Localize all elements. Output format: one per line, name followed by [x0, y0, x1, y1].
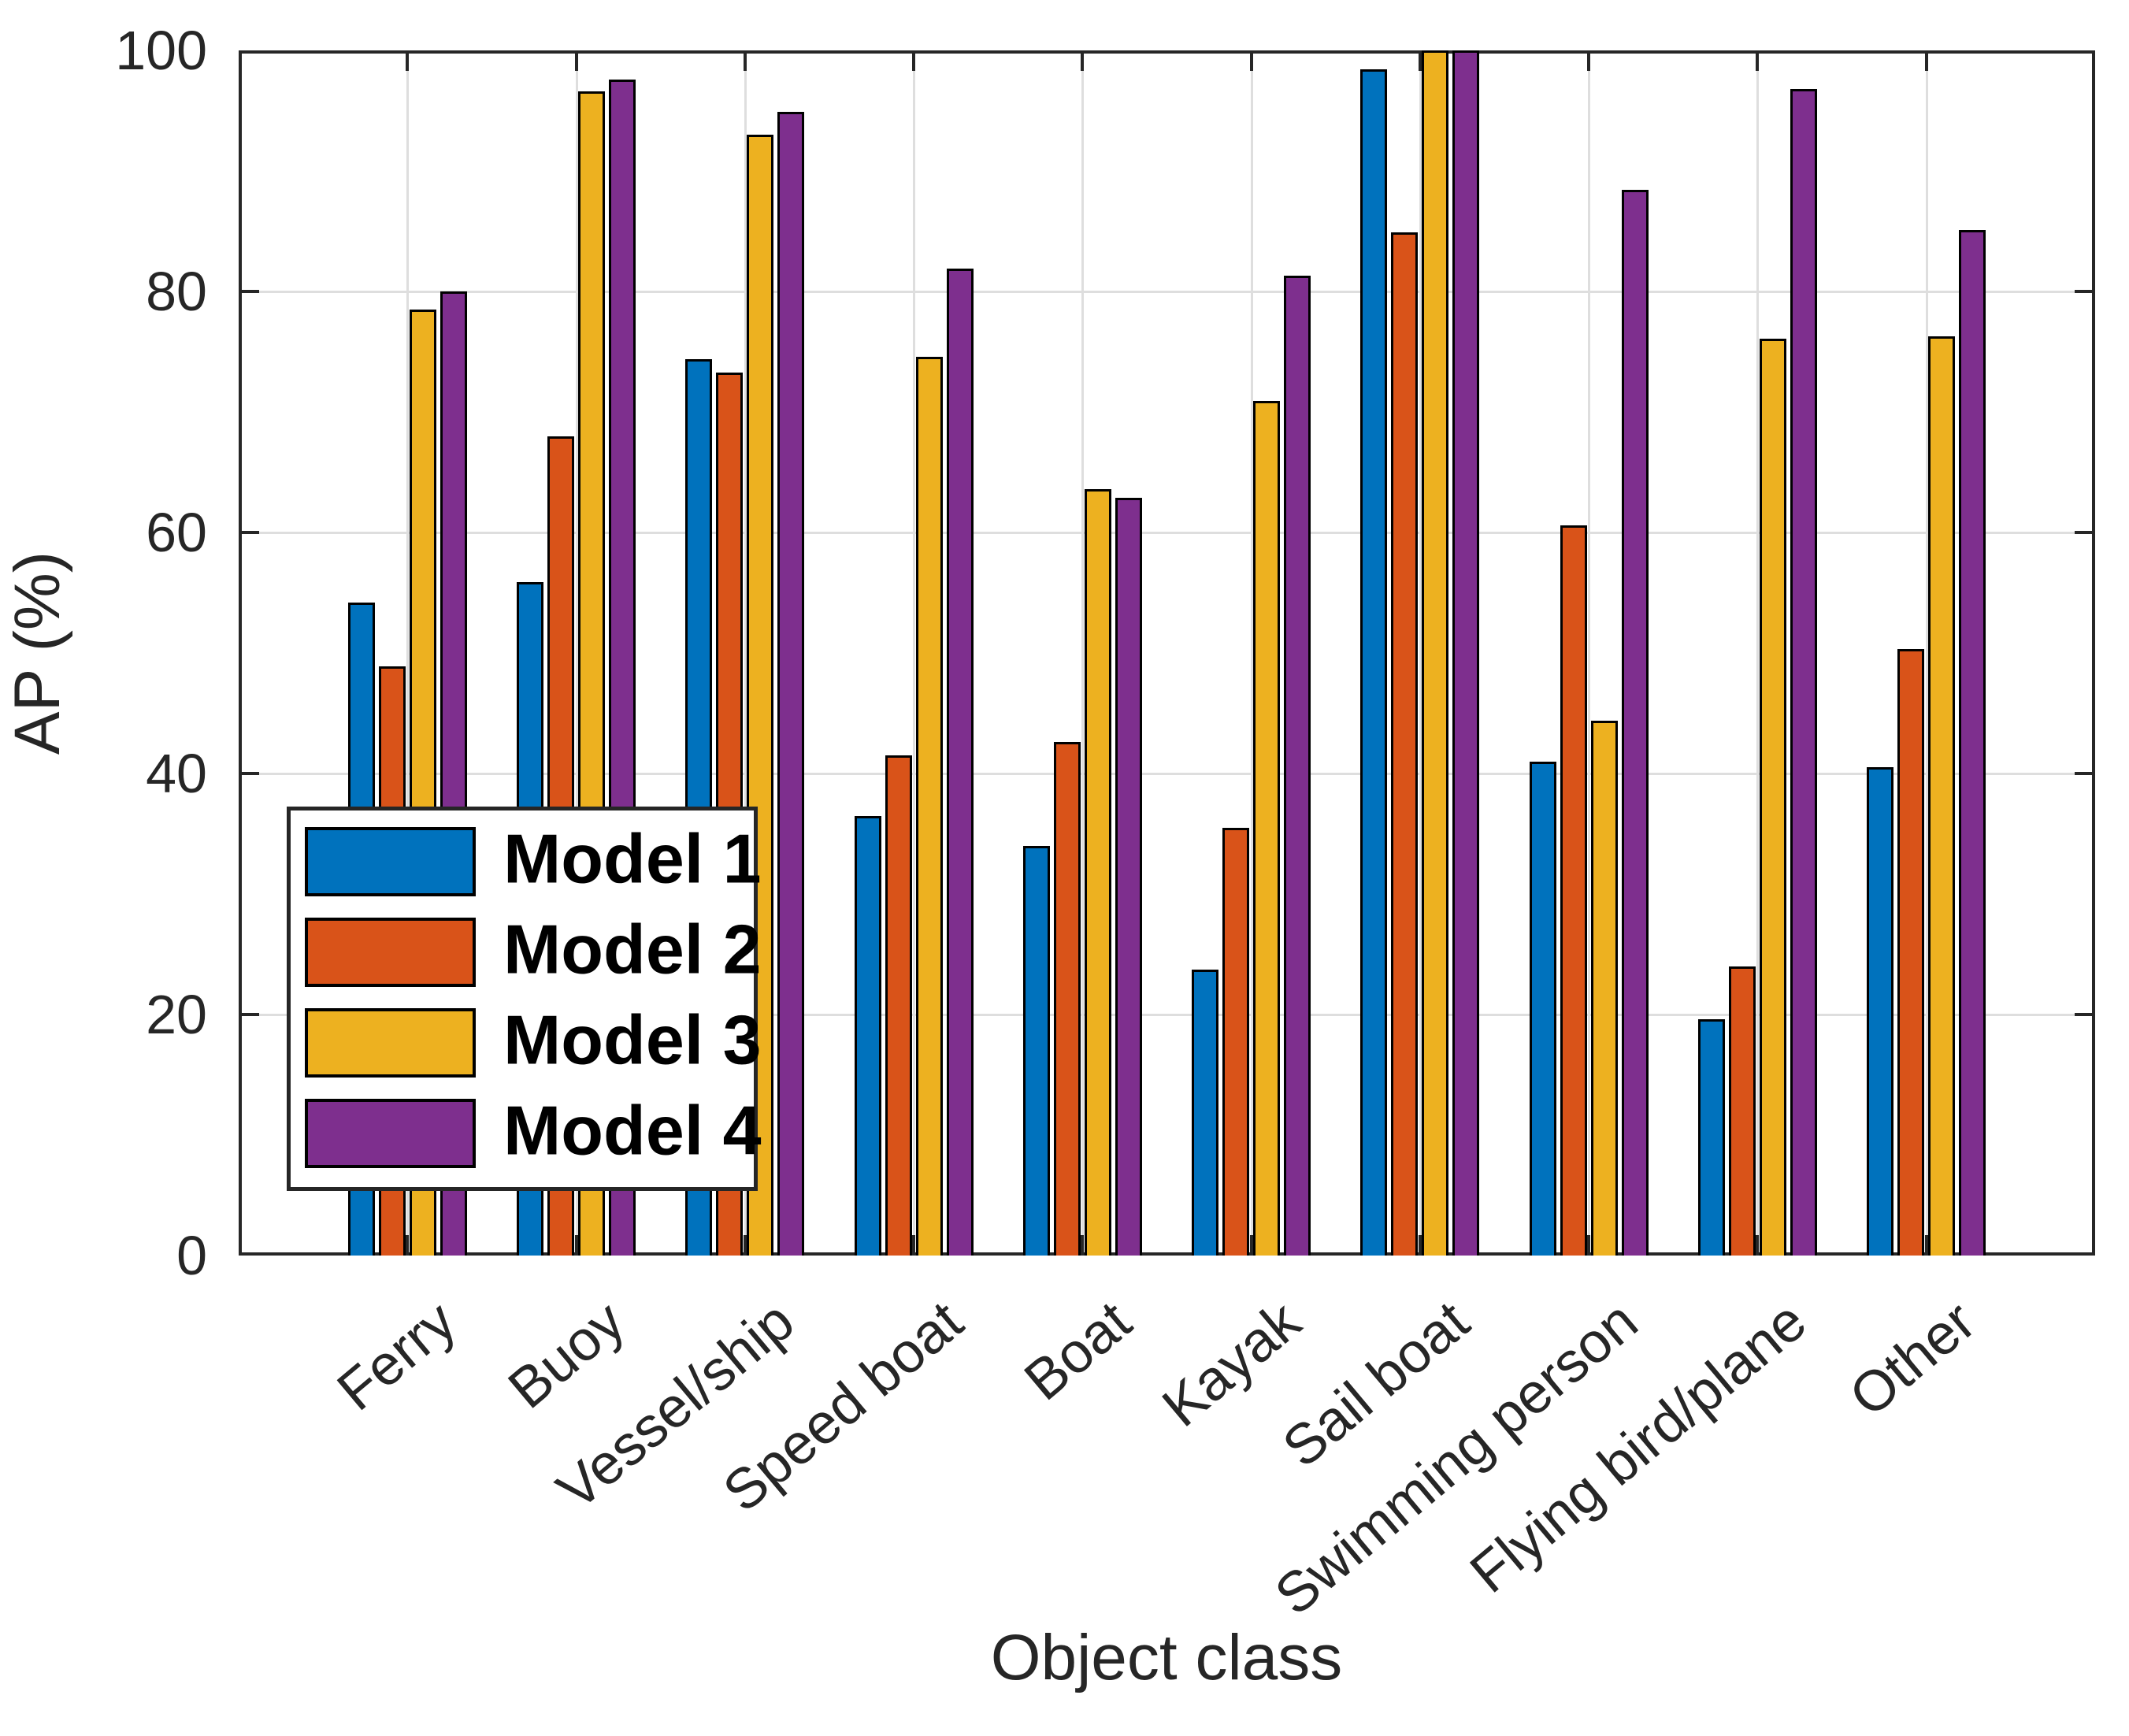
y-tick-label: 60 [146, 502, 207, 563]
y-tick-mark [242, 1013, 259, 1016]
y-tick-mark [2075, 531, 2092, 534]
y-tick-label: 0 [176, 1225, 207, 1286]
x-gridline [575, 54, 578, 1252]
bar-model-4-kayak [1284, 276, 1311, 1256]
bar-model-4-vessel-ship [777, 112, 805, 1256]
bar-model-2-swimming-person [1560, 525, 1587, 1256]
bar-model-1-swimming-person [1529, 761, 1556, 1256]
bar-model-3-other [1928, 336, 1956, 1256]
bar-model-2-speed-boat [885, 755, 912, 1256]
bar-model-3-boat [1084, 488, 1111, 1256]
legend-label: Model 4 [503, 1091, 762, 1170]
bar-model-1-sail-boat [1360, 69, 1388, 1256]
bar-model-1-flying-bird-plane [1697, 1019, 1725, 1256]
legend-box: Model 1 Model 2 Model 3 Model 4 [287, 807, 762, 1191]
x-tick-mark [1081, 1235, 1085, 1252]
x-tick-mark [1587, 1235, 1591, 1252]
bar-model-4-flying-bird-plane [1790, 88, 1817, 1256]
x-tick-mark [1418, 54, 1422, 71]
x-tick-mark [1418, 1235, 1422, 1252]
bar-model-2-other [1897, 649, 1925, 1256]
x-gridline [1419, 54, 1422, 1252]
x-tick-mark [1756, 54, 1760, 71]
legend-entry: Model 2 [305, 914, 762, 987]
legend-swatch-model-2 [305, 918, 476, 987]
y-gridline [242, 1014, 2092, 1016]
legend-swatch-model-3 [305, 1008, 476, 1078]
bar-model-2-sail-boat [1391, 232, 1419, 1256]
legend-swatch-model-1 [305, 827, 476, 896]
bar-model-3-sail-boat [1422, 50, 1449, 1256]
y-gridline [242, 532, 2092, 534]
bar-model-1-boat [1022, 845, 1050, 1256]
x-tick-mark [912, 54, 916, 71]
y-tick-mark [2075, 290, 2092, 293]
x-axis-title: Object class [990, 1622, 1343, 1693]
y-tick-label: 20 [146, 984, 207, 1045]
y-tick-label: 40 [146, 743, 207, 804]
x-tick-mark [1587, 54, 1591, 71]
bar-model-2-kayak [1222, 827, 1250, 1256]
x-gridline [1925, 54, 1928, 1252]
x-tick-mark [574, 1235, 578, 1252]
legend-label: Model 1 [503, 819, 762, 898]
y-gridline [242, 773, 2092, 775]
x-tick-mark [406, 54, 410, 71]
x-tick-mark [1756, 1235, 1760, 1252]
x-tick-mark [1924, 54, 1928, 71]
bar-model-1-speed-boat [854, 815, 881, 1256]
bar-model-3-swimming-person [1590, 720, 1618, 1256]
x-gridline [744, 54, 747, 1252]
x-tick-mark [1249, 54, 1253, 71]
y-tick-mark [242, 290, 259, 293]
x-tick-mark [912, 1235, 916, 1252]
x-tick-mark [1924, 1235, 1928, 1252]
x-tick-label: Ferry [326, 1289, 469, 1423]
legend-label: Model 2 [503, 910, 762, 989]
bar-model-4-sail-boat [1452, 50, 1480, 1256]
y-tick-mark [242, 772, 259, 775]
bar-model-3-speed-boat [915, 356, 943, 1256]
x-gridline [1588, 54, 1591, 1252]
bar-model-2-flying-bird-plane [1728, 966, 1756, 1256]
x-tick-label: Other [1838, 1289, 1987, 1429]
x-gridline [1250, 54, 1253, 1252]
bar-model-1-other [1867, 767, 1894, 1256]
bar-model-4-speed-boat [946, 268, 974, 1256]
y-tick-label: 100 [115, 20, 207, 81]
bar-model-3-kayak [1253, 401, 1281, 1256]
bar-model-3-flying-bird-plane [1759, 338, 1786, 1256]
x-gridline [1081, 54, 1085, 1252]
x-tick-mark [574, 54, 578, 71]
x-tick-label: Kayak [1150, 1289, 1312, 1439]
x-tick-mark [743, 1235, 747, 1252]
bar-model-1-kayak [1192, 970, 1219, 1256]
legend-entry: Model 3 [305, 1005, 762, 1078]
y-tick-label: 80 [146, 261, 207, 322]
x-tick-label: Buoy [497, 1289, 637, 1421]
bar-model-2-boat [1053, 742, 1081, 1256]
y-tick-mark [242, 531, 259, 534]
bar-model-4-swimming-person [1621, 190, 1649, 1256]
x-tick-label: Boat [1013, 1289, 1144, 1413]
x-tick-mark [1249, 1235, 1253, 1252]
legend-entry: Model 4 [305, 1096, 762, 1168]
x-gridline [913, 54, 916, 1252]
legend-label: Model 3 [503, 1000, 762, 1079]
plot-area [239, 50, 2095, 1256]
y-gridline [242, 291, 2092, 293]
bar-model-4-other [1959, 229, 1986, 1256]
y-tick-mark [2075, 772, 2092, 775]
legend-swatch-model-4 [305, 1099, 476, 1168]
legend-entry: Model 1 [305, 824, 762, 896]
x-tick-mark [743, 54, 747, 71]
bar-model-4-boat [1115, 497, 1142, 1256]
y-tick-mark [2075, 1013, 2092, 1016]
x-tick-mark [406, 1235, 410, 1252]
x-gridline [1756, 54, 1760, 1252]
x-tick-mark [1081, 54, 1085, 71]
y-axis-title: AP (%) [2, 551, 73, 755]
x-gridline [406, 54, 410, 1252]
